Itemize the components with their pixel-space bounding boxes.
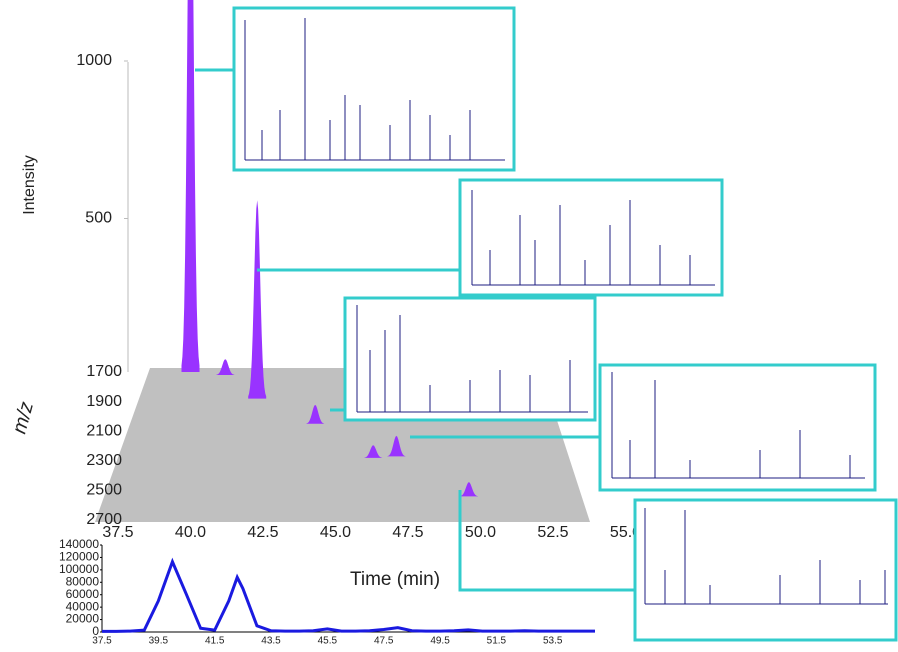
x-tick-label: 47.5	[392, 524, 423, 541]
x-tick-label: 42.5	[247, 524, 278, 541]
depth-label: m/z	[9, 399, 39, 436]
depth-tick-label: 2700	[86, 511, 122, 528]
x-tick-label: 49.5	[430, 636, 450, 647]
x-tick-label: 39.5	[149, 636, 169, 647]
depth-tick-label: 1900	[86, 393, 122, 410]
x-tick-label: 55.0	[610, 524, 641, 541]
inset	[458, 178, 724, 297]
depth-tick-label: 2100	[86, 422, 122, 439]
peak	[248, 200, 267, 399]
line	[102, 557, 595, 633]
x-tick-label: 41.5	[205, 636, 225, 647]
y-label: Intensity	[21, 155, 38, 215]
y-tick-label: 40000	[66, 599, 100, 613]
peak	[181, 0, 200, 372]
x-tick-label: 45.0	[320, 524, 351, 541]
inset	[633, 498, 898, 642]
depth-tick-label: 2500	[86, 482, 122, 499]
depth-tick-label: 1700	[86, 363, 122, 380]
x-label: Time (min)	[350, 569, 440, 590]
x-tick-label: 37.5	[92, 636, 112, 647]
peak	[459, 482, 478, 497]
x-tick-label: 37.5	[102, 524, 133, 541]
inset	[598, 363, 877, 492]
x-tick-label: 47.5	[374, 636, 394, 647]
y-tick-label: 120000	[59, 550, 99, 564]
y-tick-label: 500	[85, 210, 112, 227]
y-tick-label: 100000	[59, 562, 99, 576]
y-tick-label: 60000	[66, 587, 100, 601]
x-tick-label: 51.5	[487, 636, 507, 647]
x-tick-label: 45.5	[318, 636, 338, 647]
peak	[306, 404, 325, 424]
x-tick-label: 52.5	[537, 524, 568, 541]
insets	[195, 6, 898, 642]
arrow	[195, 68, 635, 592]
y-tick-label: 80000	[66, 574, 100, 588]
y-tick-label: 1000	[76, 52, 112, 69]
spectrum	[244, 18, 888, 605]
depth-tick-label: 2300	[86, 452, 122, 469]
x-tick-label: 40.0	[175, 524, 206, 541]
y-tick-label: 20000	[66, 612, 100, 626]
x-tick-label: 53.5	[543, 636, 563, 647]
inset	[232, 6, 516, 172]
peak	[387, 435, 406, 457]
x-tick-label: 50.0	[465, 524, 496, 541]
x-tick-label: 43.5	[261, 636, 281, 647]
y-tick-label: 0	[92, 624, 99, 638]
peak	[216, 359, 235, 375]
y-tick-label: 140000	[59, 537, 99, 551]
peak	[364, 445, 383, 458]
